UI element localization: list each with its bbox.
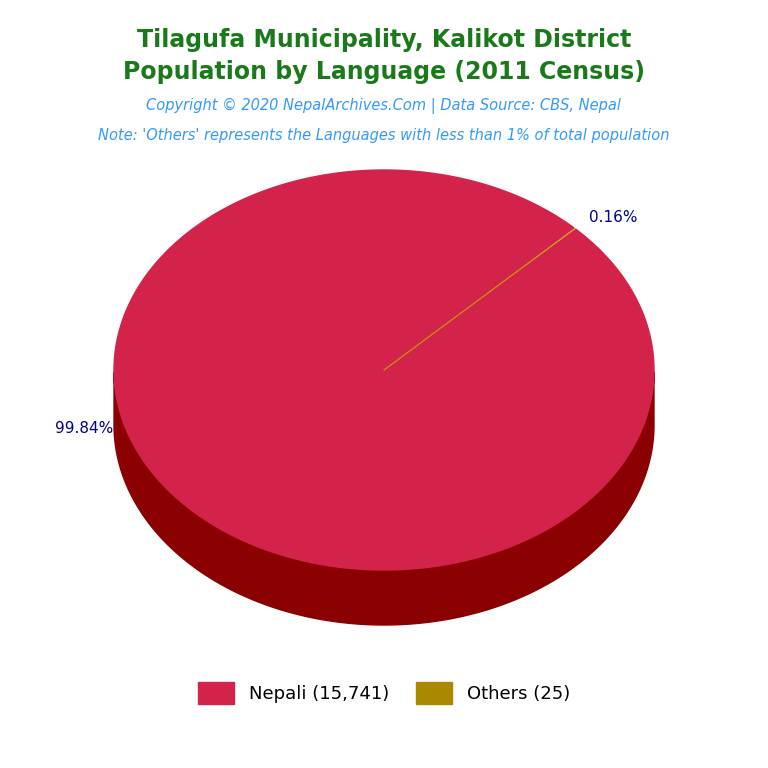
Text: Note: 'Others' represents the Languages with less than 1% of total population: Note: 'Others' represents the Languages …: [98, 128, 670, 143]
Text: 99.84%: 99.84%: [55, 421, 114, 435]
Legend: Nepali (15,741), Others (25): Nepali (15,741), Others (25): [189, 673, 579, 713]
Polygon shape: [114, 372, 654, 625]
Text: 0.16%: 0.16%: [589, 210, 637, 226]
Text: Population by Language (2011 Census): Population by Language (2011 Census): [123, 60, 645, 84]
Text: Copyright © 2020 NepalArchives.Com | Data Source: CBS, Nepal: Copyright © 2020 NepalArchives.Com | Dat…: [147, 98, 621, 114]
Text: Tilagufa Municipality, Kalikot District: Tilagufa Municipality, Kalikot District: [137, 28, 631, 52]
Polygon shape: [114, 170, 654, 570]
